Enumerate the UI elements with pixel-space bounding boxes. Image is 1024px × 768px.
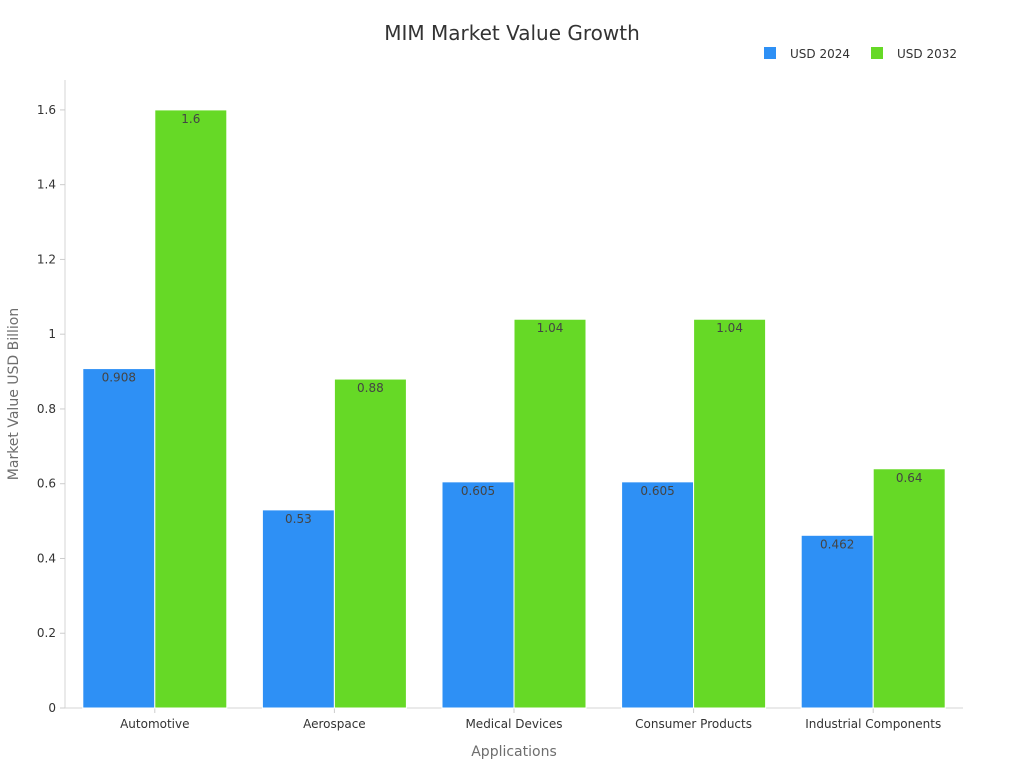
y-tick-label: 1 (48, 327, 56, 341)
y-tick-label: 1.6 (37, 103, 56, 117)
bar-value-label: 0.462 (820, 537, 854, 551)
bar-usd-2024[interactable] (441, 481, 515, 709)
bar-value-label: 0.605 (640, 484, 674, 498)
bar-usd-2024[interactable] (261, 509, 335, 709)
legend-swatch (871, 47, 883, 59)
bar-value-label: 0.64 (896, 471, 923, 485)
chart-title: MIM Market Value Growth (384, 21, 640, 45)
x-tick-label: Medical Devices (465, 717, 562, 731)
bar-usd-2024[interactable] (621, 481, 695, 709)
x-axis: Automotive Aerospace Medical Devices Consum… (65, 707, 963, 731)
y-tick-label: 0 (48, 701, 56, 715)
bar-value-label: 0.53 (285, 512, 312, 526)
data-labels: 0.908 1.6 0.53 0.88 0.605 1.04 0.605 1.04 0.462 0… (102, 112, 923, 551)
y-tick-label: 1.2 (37, 252, 56, 266)
bars (82, 109, 946, 709)
y-tick-label: 0.2 (37, 626, 56, 640)
y-tick-label: 0.8 (37, 402, 56, 416)
bar-value-label: 0.88 (357, 381, 384, 395)
y-tick-label: 0.4 (37, 551, 56, 565)
bar-usd-2032[interactable] (154, 109, 228, 709)
bar-value-label: 1.6 (181, 112, 200, 126)
bar-usd-2024[interactable] (82, 368, 156, 709)
bar-value-label: 1.04 (537, 321, 564, 335)
bar-usd-2024[interactable] (800, 534, 874, 709)
bar-value-label: 0.908 (102, 371, 136, 385)
x-tick-label: Industrial Components (805, 717, 941, 731)
bar-value-label: 1.04 (716, 321, 743, 335)
legend-swatch (764, 47, 776, 59)
y-axis-title: Market Value USD Billion (6, 308, 22, 480)
legend: USD 2024 USD 2032 (764, 47, 957, 61)
bar-usd-2032[interactable] (333, 378, 407, 709)
bar-usd-2032[interactable] (513, 318, 587, 709)
bar-usd-2032[interactable] (872, 468, 946, 709)
y-tick-label: 0.6 (37, 477, 56, 491)
legend-label[interactable]: USD 2024 (790, 47, 850, 61)
legend-label[interactable]: USD 2032 (897, 47, 957, 61)
bar-value-label: 0.605 (461, 484, 495, 498)
y-axis: 0 0.2 0.4 0.6 0.8 1 1.2 1.4 1.6 (37, 80, 66, 715)
x-axis-title: Applications (471, 744, 557, 760)
x-tick-label: Aerospace (303, 717, 366, 731)
bar-usd-2032[interactable] (693, 318, 767, 709)
x-tick-label: Consumer Products (635, 717, 752, 731)
y-tick-label: 1.4 (37, 178, 56, 192)
x-tick-label: Automotive (120, 717, 189, 731)
